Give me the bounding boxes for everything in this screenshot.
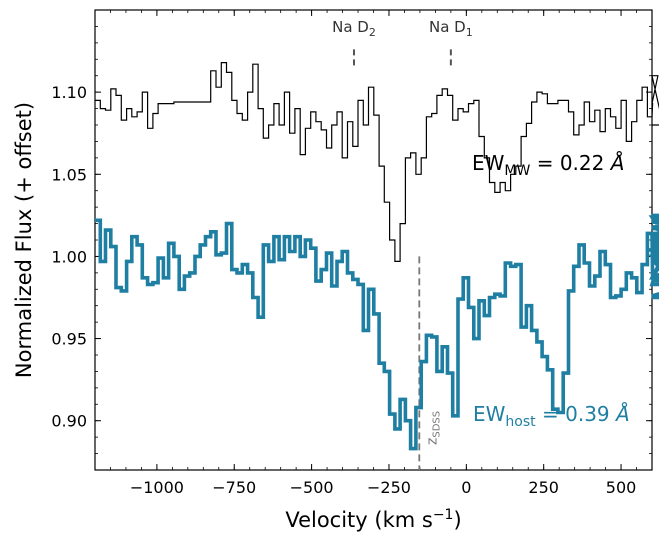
x-tick-label: −750 xyxy=(212,478,256,497)
series-group xyxy=(95,62,659,451)
plot-frame xyxy=(94,9,653,471)
ew-mw-label: EWMW = 0.22 Å xyxy=(472,151,624,179)
na-d-label-sub: 1 xyxy=(466,26,473,39)
x-tick-label: −500 xyxy=(290,478,334,497)
ew-host-label-unit: Å xyxy=(614,402,630,426)
tick-group: −1000 −750 −500 −250 0 250 500 0.90 0.95 1.00 1.05… xyxy=(51,9,653,497)
y-tick-label: 0.95 xyxy=(51,330,87,349)
y-tick-label: 0.90 xyxy=(51,412,87,431)
spectrum-host xyxy=(95,213,659,451)
y-tick-label: 1.05 xyxy=(51,165,87,184)
ew-host-label-prefix: EW xyxy=(473,402,506,426)
ew-mw-label-sub: MW xyxy=(504,163,530,179)
na-d-marker-label: Na D2 xyxy=(332,18,376,39)
na-d-label-sub: 2 xyxy=(369,26,376,39)
ew-host-label-value: = 0.39 xyxy=(536,402,616,426)
y-tick-label: 1.10 xyxy=(51,83,87,102)
ew-mw-label-value: = 0.22 xyxy=(530,151,610,175)
label-group: Velocity (km s−1) Normalized Flux (+ offs… xyxy=(12,102,630,532)
x-axis-title-close: ) xyxy=(453,508,461,532)
x-tick-label: −1000 xyxy=(130,478,184,497)
ew-host-label: EWhost = 0.39 Å xyxy=(473,402,630,430)
y-tick-label: 1.00 xyxy=(51,247,87,266)
ew-mw-label-unit: Å xyxy=(609,151,625,175)
x-axis-title: Velocity (km s−1) xyxy=(285,507,461,532)
zsdss-label-main: z xyxy=(424,438,440,445)
x-tick-label: 500 xyxy=(606,478,637,497)
x-axis-title-main: Velocity (km s xyxy=(285,508,432,532)
zsdss-label-sub: SDSS xyxy=(431,411,442,438)
na-d-marker-label: Na D1 xyxy=(429,18,473,39)
x-tick-label: −250 xyxy=(367,478,411,497)
na-d-label-main: Na D xyxy=(332,18,369,36)
x-axis-title-sup: −1 xyxy=(433,507,454,523)
spectrum-mw xyxy=(95,62,659,262)
ew-mw-label-prefix: EW xyxy=(472,151,505,175)
y-axis-title: Normalized Flux (+ offset) xyxy=(12,102,36,378)
na-d-label-main: Na D xyxy=(429,18,466,36)
ew-host-label-sub: host xyxy=(505,414,536,430)
zsdss-label: zSDSS xyxy=(424,411,442,445)
x-tick-label: 0 xyxy=(461,478,471,497)
x-tick-label: 250 xyxy=(528,478,559,497)
